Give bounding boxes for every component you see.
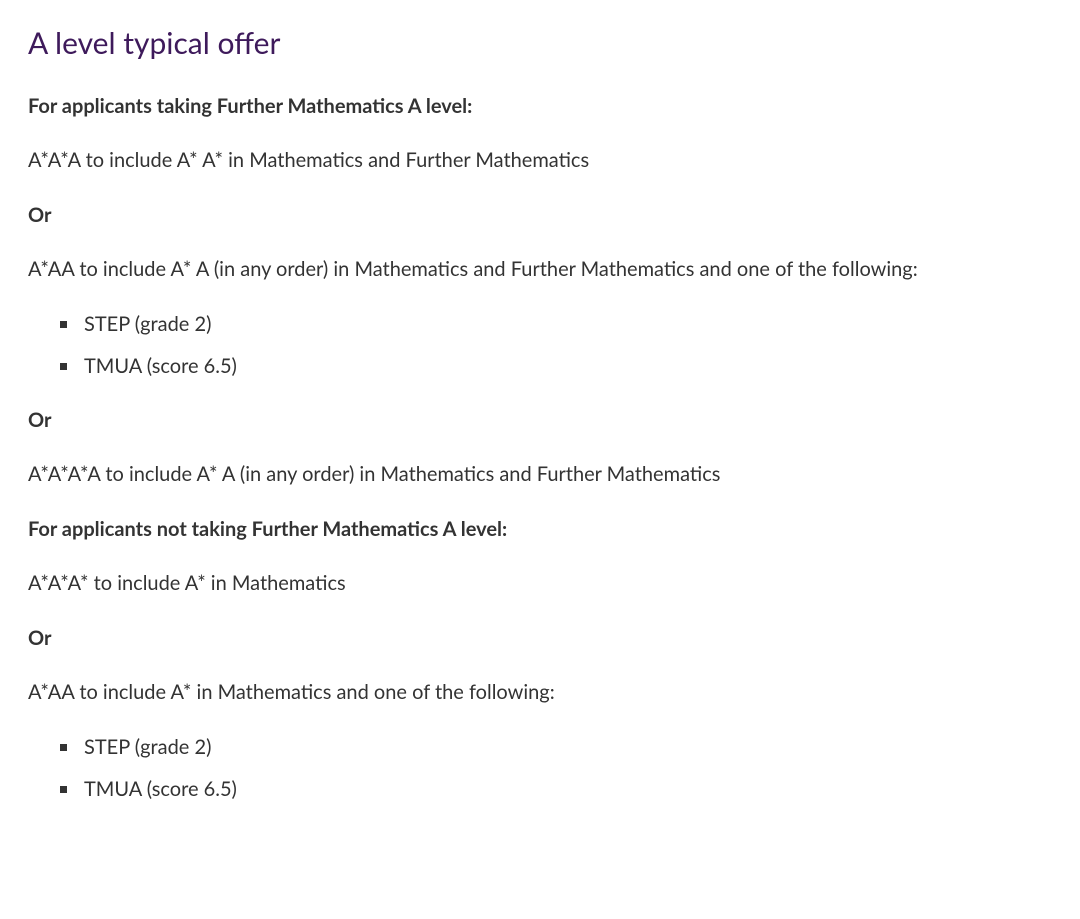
section2-or1: Or [28,623,1056,653]
section2-option2: A*AA to include A* in Mathematics and on… [28,677,1056,708]
section1-bullets1: STEP (grade 2) TMUA (score 6.5) [60,309,1056,381]
section1-or1: Or [28,200,1056,230]
section1-option3: A*A*A*A to include A* A (in any order) i… [28,459,1056,490]
list-item: TMUA (score 6.5) [60,774,1056,804]
section-heading: A level typical offer [28,24,1056,63]
section2-bullets1: STEP (grade 2) TMUA (score 6.5) [60,732,1056,804]
section1-option1: A*A*A to include A* A* in Mathematics an… [28,145,1056,176]
section2-option1: A*A*A* to include A* in Mathematics [28,568,1056,599]
list-item: STEP (grade 2) [60,309,1056,339]
section1-option2: A*AA to include A* A (in any order) in M… [28,254,1056,285]
section2-intro: For applicants not taking Further Mathem… [28,514,1056,544]
list-item: STEP (grade 2) [60,732,1056,762]
section1-or2: Or [28,405,1056,435]
list-item: TMUA (score 6.5) [60,351,1056,381]
section1-intro: For applicants taking Further Mathematic… [28,91,1056,121]
